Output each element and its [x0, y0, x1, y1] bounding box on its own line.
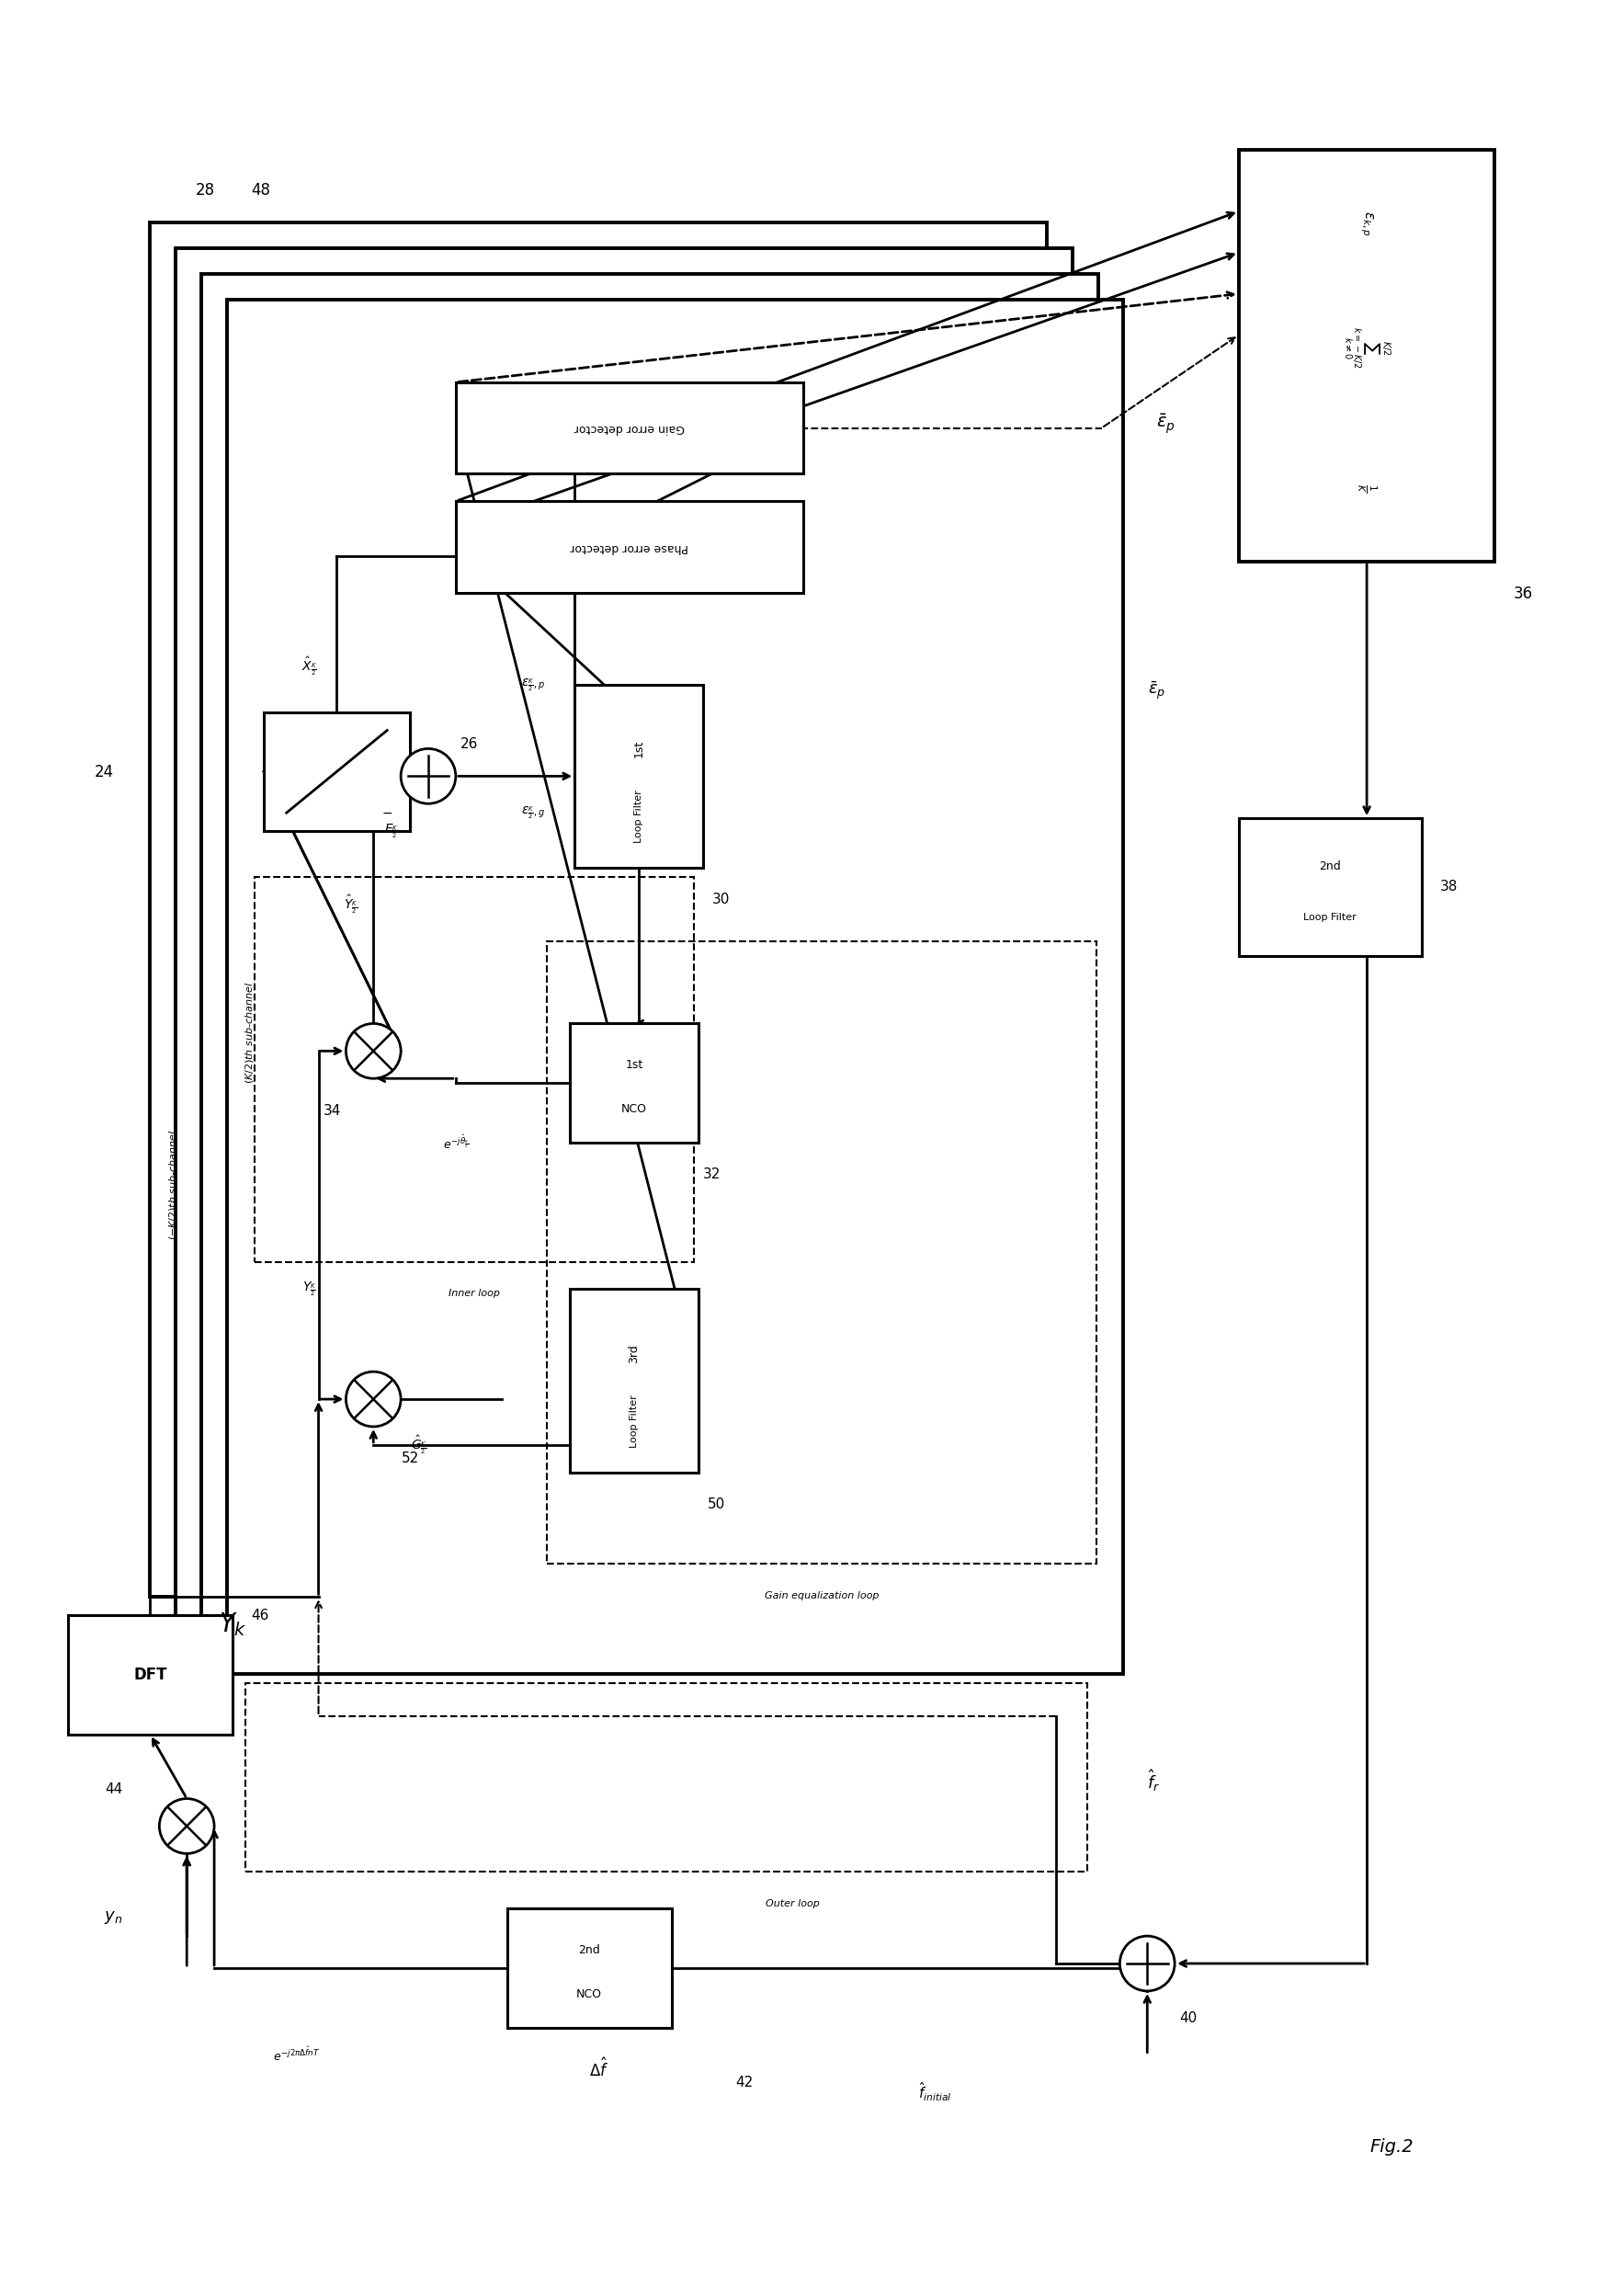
Text: 24: 24 — [94, 764, 114, 780]
Text: $\hat{X}_{\frac{K}{2}}$: $\hat{X}_{\frac{K}{2}}$ — [302, 654, 317, 677]
Text: $\hat{f}_{initial}$: $\hat{f}_{initial}$ — [919, 2080, 952, 2103]
Text: 48: 48 — [250, 183, 270, 199]
Bar — [263, 712, 409, 831]
Text: 52: 52 — [401, 1453, 419, 1467]
Text: 50: 50 — [708, 1499, 726, 1512]
Text: 26: 26 — [461, 737, 479, 750]
Text: $\hat{Y}_{\frac{K}{2}}$: $\hat{Y}_{\frac{K}{2}}$ — [343, 892, 357, 915]
Text: Fig.2: Fig.2 — [1369, 2137, 1413, 2155]
Circle shape — [1121, 1936, 1174, 1991]
Circle shape — [346, 1373, 401, 1428]
Text: 38: 38 — [1440, 881, 1458, 895]
Circle shape — [401, 748, 456, 803]
Text: DFT: DFT — [133, 1666, 167, 1684]
Text: $\varepsilon_{\frac{K}{2},g}$: $\varepsilon_{\frac{K}{2},g}$ — [521, 805, 546, 821]
Text: 28: 28 — [197, 183, 216, 199]
Text: $-$: $-$ — [382, 805, 393, 819]
Bar — [507, 1908, 672, 2027]
Text: Phase error detector: Phase error detector — [570, 542, 689, 554]
Bar — [245, 1684, 1086, 1872]
Text: 3rd: 3rd — [628, 1343, 640, 1364]
Text: 2nd: 2nd — [1319, 860, 1341, 872]
Text: NCO: NCO — [577, 1988, 603, 2000]
Bar — [575, 684, 703, 867]
Text: $\hat{G}_{\frac{K}{2}}$: $\hat{G}_{\frac{K}{2}}$ — [411, 1435, 427, 1457]
Bar — [201, 275, 1098, 1647]
Text: $\varepsilon_{\frac{K}{2},p}$: $\varepsilon_{\frac{K}{2},p}$ — [521, 677, 546, 693]
Bar — [68, 1615, 232, 1734]
Text: $\frac{1}{K}$: $\frac{1}{K}$ — [1354, 483, 1379, 492]
Bar — [570, 1023, 698, 1142]
Text: Outer loop: Outer loop — [765, 1899, 820, 1908]
Text: 44: 44 — [106, 1782, 122, 1796]
Text: NCO: NCO — [622, 1103, 646, 1114]
Text: 1st: 1st — [625, 1059, 643, 1071]
Bar — [570, 1288, 698, 1473]
Text: $e^{-j\hat{\theta}_{\frac{K}{2}}}$: $e^{-j\hat{\theta}_{\frac{K}{2}}}$ — [443, 1133, 469, 1151]
Text: 46: 46 — [250, 1608, 268, 1622]
Bar — [456, 382, 804, 474]
Text: $(-K/2)$th sub-channel: $(-K/2)$th sub-channel — [167, 1130, 179, 1240]
Text: $\hat{f}_r$: $\hat{f}_r$ — [1147, 1769, 1161, 1794]
Text: 2nd: 2nd — [578, 1945, 601, 1956]
Text: $Y_k$: $Y_k$ — [219, 1611, 247, 1638]
Bar — [1239, 149, 1494, 563]
Bar — [149, 222, 1046, 1597]
Text: Loop Filter: Loop Filter — [633, 789, 643, 842]
Bar — [175, 249, 1072, 1622]
Text: $E_{\frac{K}{2}}$: $E_{\frac{K}{2}}$ — [385, 821, 400, 840]
Bar — [255, 876, 693, 1261]
Circle shape — [346, 1023, 401, 1078]
Text: $e^{-j2\pi\Delta\hat{f}nT}$: $e^{-j2\pi\Delta\hat{f}nT}$ — [273, 2045, 320, 2064]
Text: Loop Filter: Loop Filter — [1304, 913, 1356, 922]
Text: 1st: 1st — [633, 739, 645, 757]
Text: 36: 36 — [1514, 586, 1533, 602]
Circle shape — [159, 1798, 214, 1853]
Text: Gain error detector: Gain error detector — [575, 421, 685, 435]
Text: $(K/2)$th sub-channel: $(K/2)$th sub-channel — [244, 982, 257, 1085]
Text: 34: 34 — [323, 1103, 341, 1117]
Text: $\Delta\hat{f}$: $\Delta\hat{f}$ — [590, 2057, 609, 2080]
Text: 42: 42 — [736, 2075, 754, 2089]
Text: 30: 30 — [711, 892, 729, 906]
Bar — [1239, 819, 1421, 956]
Text: 40: 40 — [1179, 2011, 1197, 2025]
Text: $\bar{\varepsilon}_p$: $\bar{\varepsilon}_p$ — [1156, 412, 1176, 437]
Text: Gain equalization loop: Gain equalization loop — [765, 1592, 879, 1602]
Text: $\varepsilon_{k,p}$: $\varepsilon_{k,p}$ — [1359, 210, 1376, 236]
Bar — [547, 940, 1096, 1565]
Text: $\bar{\varepsilon}_p$: $\bar{\varepsilon}_p$ — [1148, 680, 1166, 700]
Text: Loop Filter: Loop Filter — [630, 1396, 638, 1448]
Text: $\sum_{\substack{k=-K/2\\k\neq 0}}^{K/2}$: $\sum_{\substack{k=-K/2\\k\neq 0}}^{K/2}… — [1341, 327, 1392, 368]
Text: 32: 32 — [703, 1167, 721, 1181]
Bar — [227, 300, 1124, 1675]
Bar — [456, 501, 804, 593]
Text: Inner loop: Inner loop — [448, 1288, 500, 1297]
Text: $y_n$: $y_n$ — [104, 1910, 123, 1926]
Text: $Y_{\frac{K}{2}}$: $Y_{\frac{K}{2}}$ — [302, 1281, 317, 1297]
